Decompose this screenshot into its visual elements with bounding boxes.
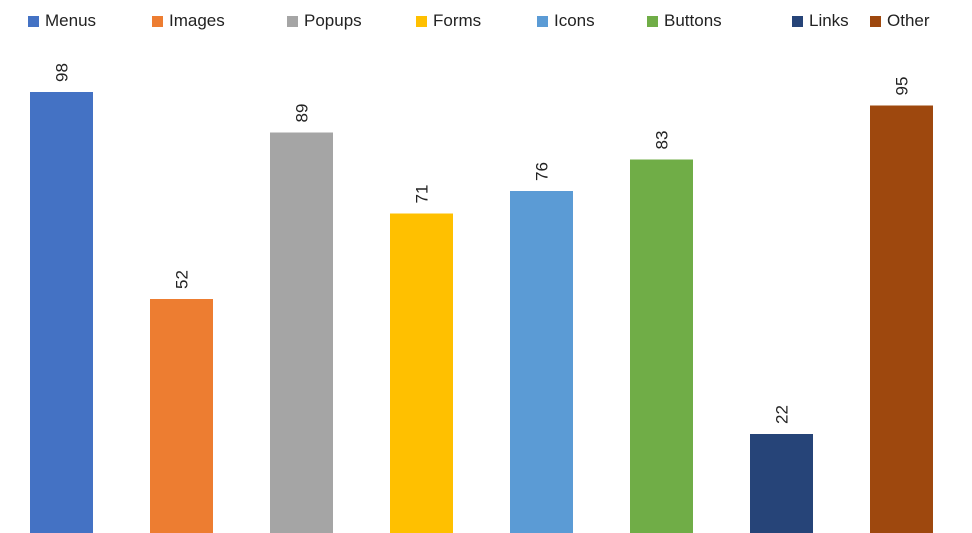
legend-item-links: Links	[792, 11, 849, 31]
bar-images	[150, 299, 213, 533]
legend-swatch	[647, 15, 658, 27]
legend-item-images: Images	[152, 11, 225, 31]
legend-label: Images	[169, 11, 225, 30]
legend-swatch	[792, 15, 803, 27]
bar-buttons	[630, 159, 693, 533]
data-label-images: 52	[173, 270, 192, 289]
legend-item-menus: Menus	[28, 11, 96, 31]
legend-label: Menus	[45, 11, 97, 30]
bar-icons	[510, 191, 573, 533]
legend-item-other: Other	[870, 11, 930, 31]
bar-menus	[30, 92, 93, 533]
data-label-forms: 71	[413, 185, 432, 204]
legend-item-popups: Popups	[287, 11, 362, 31]
data-label-menus: 98	[53, 63, 72, 82]
legend-swatch	[416, 15, 427, 27]
legend-item-forms: Forms	[416, 11, 481, 31]
data-label-popups: 89	[293, 104, 312, 123]
data-label-buttons: 83	[653, 131, 672, 150]
legend-swatch	[28, 15, 39, 27]
legend-label: Other	[887, 11, 930, 30]
bar-other	[870, 105, 933, 533]
data-label-other: 95	[893, 77, 912, 96]
legend-swatch	[537, 15, 548, 27]
legend-label: Buttons	[664, 11, 722, 30]
legend-swatch	[870, 15, 881, 27]
bar-links	[750, 434, 813, 533]
legend-item-buttons: Buttons	[647, 11, 722, 31]
legend-swatch	[287, 15, 298, 27]
legend-item-icons: Icons	[537, 11, 595, 31]
bar-popups	[270, 132, 333, 533]
data-label-links: 22	[773, 405, 792, 424]
data-label-icons: 76	[533, 162, 552, 181]
legend-label: Popups	[304, 11, 362, 30]
legend-label: Forms	[433, 11, 482, 30]
legend-swatch	[152, 15, 163, 27]
legend-label: Links	[809, 11, 849, 30]
bar-forms	[390, 213, 453, 533]
legend-label: Icons	[554, 11, 595, 30]
